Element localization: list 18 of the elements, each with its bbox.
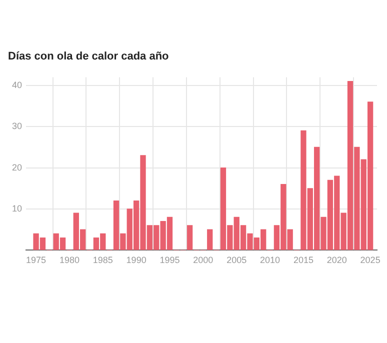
y-tick-label: 10: [12, 203, 22, 214]
x-tick-label: 1995: [160, 255, 180, 266]
bar: [186, 225, 193, 250]
x-tick-label: 1985: [92, 255, 113, 266]
chart-title: Días con ola de calor cada año: [8, 50, 170, 63]
x-tick-label: 1980: [59, 255, 80, 266]
x-tick-label: 2015: [293, 255, 314, 266]
x-tick-label: 2020: [326, 255, 347, 266]
x-tick-label: 2010: [260, 255, 280, 266]
y-tick-label: 20: [12, 162, 22, 172]
x-tick-label: 2025: [360, 255, 380, 266]
x-tick-label: 2005: [226, 255, 247, 266]
x-tick-label: 2000: [193, 255, 214, 266]
y-tick-label: 40: [12, 80, 22, 90]
x-tick-label: 1975: [26, 255, 46, 266]
y-tick-label: 30: [12, 121, 22, 132]
x-tick-label: 1990: [126, 255, 146, 266]
bar: [207, 229, 213, 250]
